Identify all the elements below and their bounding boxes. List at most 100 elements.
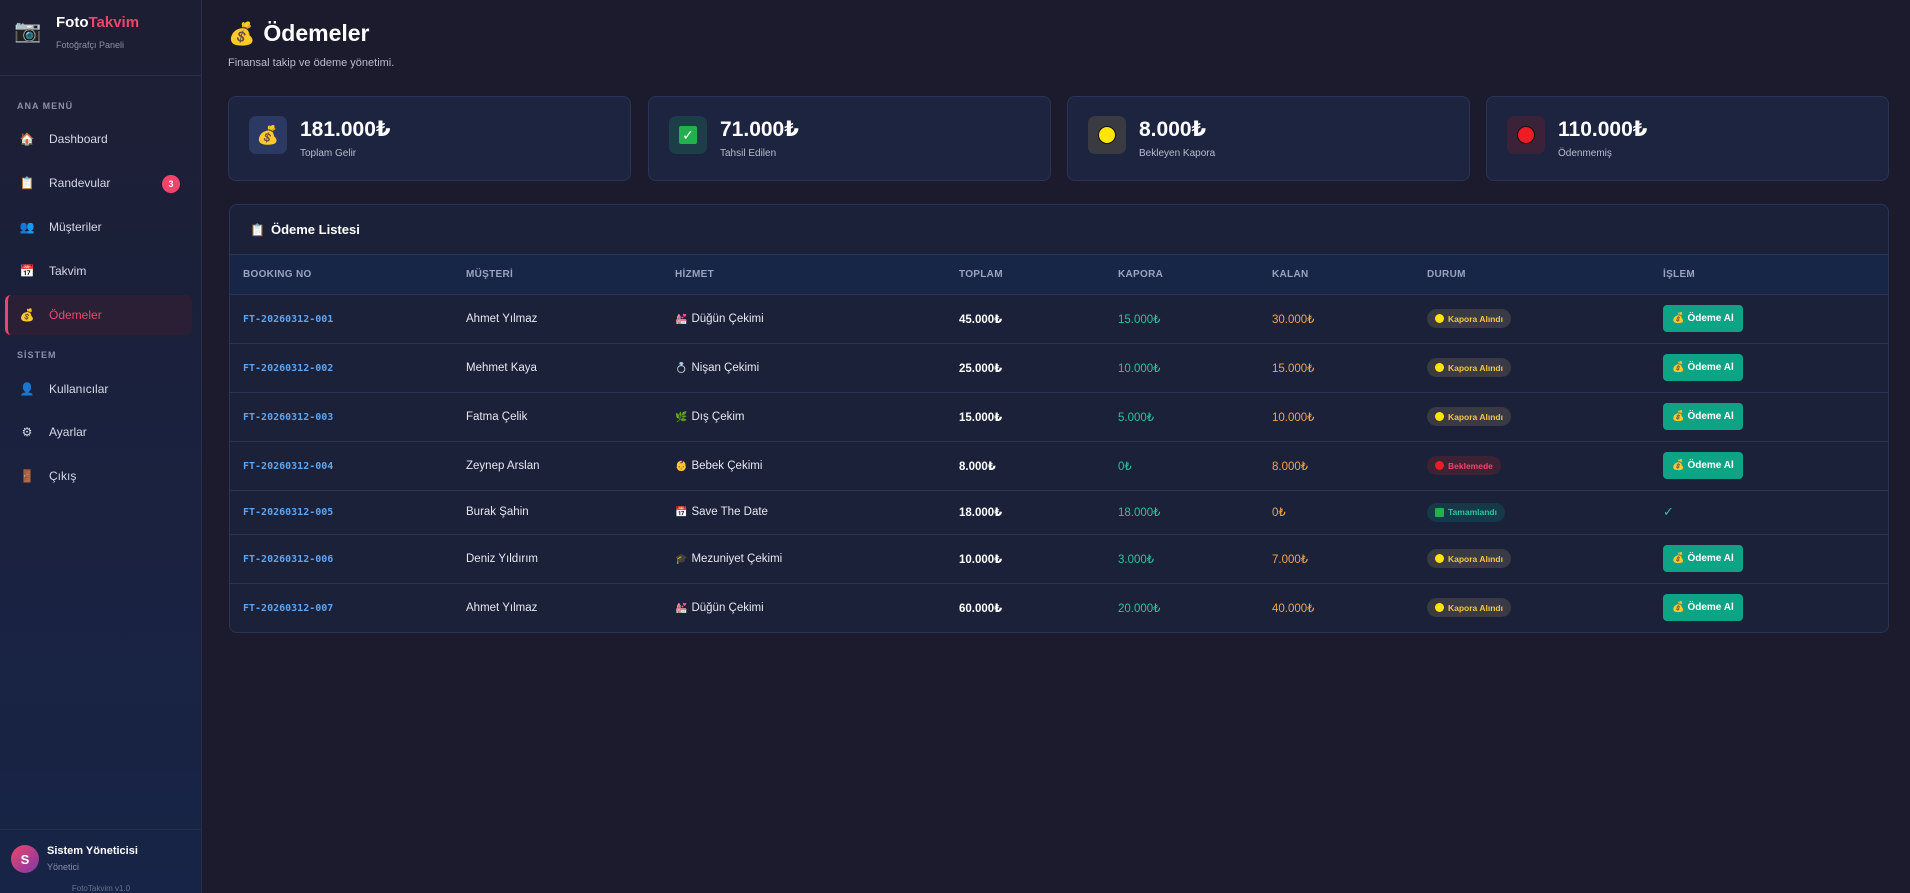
- sidebar-item-label: Müşteriler: [49, 220, 102, 234]
- booking-no[interactable]: FT-20260312-007: [230, 582, 466, 632]
- calendar-icon: 📅: [19, 264, 35, 278]
- column-header[interactable]: İŞLEM: [1663, 268, 1696, 280]
- stat-value: 110.000₺: [1558, 118, 1648, 141]
- customer-name: Mehmet Kaya: [466, 342, 675, 392]
- customer-name: Ahmet Yılmaz: [466, 582, 675, 632]
- sidebar-item-label: Randevular: [49, 176, 111, 190]
- column-header[interactable]: KALAN: [1272, 268, 1309, 280]
- stat-label: Toplam Gelir: [300, 148, 357, 159]
- table-header-row: BOOKING NO MÜŞTERİ HİZMET TOPLAM KAPORA …: [230, 255, 1888, 294]
- stat-value: 8.000₺: [1139, 118, 1207, 141]
- sidebar-item-label: Kullanıcılar: [49, 382, 109, 396]
- table-row[interactable]: FT-20260312-001 Ahmet Yılmaz 💒 Düğün Çekimi…: [230, 293, 1888, 343]
- check-box-icon: ✓: [669, 116, 707, 154]
- completed-check-icon: ✓: [1663, 504, 1674, 519]
- brand[interactable]: 📷 FotoTakvim Fotoğrafçı Paneli: [0, 0, 201, 76]
- service: 👶 Bebek Çekimi: [675, 440, 959, 490]
- service-icon: 💒: [675, 602, 688, 614]
- page-title: 💰 Ödemeler: [228, 20, 370, 46]
- clipboard-icon: 📋: [250, 222, 265, 237]
- service: 💍 Nişan Çekimi: [675, 342, 959, 392]
- money-bag-icon: 💰: [228, 20, 256, 46]
- booking-no[interactable]: FT-20260312-003: [230, 391, 466, 441]
- user-name: Sistem Yöneticisi: [47, 845, 138, 857]
- brand-name: FotoTakvim: [56, 14, 140, 31]
- customer-name: Fatma Çelik: [466, 391, 675, 441]
- service: 🌿 Dış Çekim: [675, 391, 959, 441]
- column-header[interactable]: DURUM: [1427, 268, 1466, 280]
- status-cell: Kapora Alındı: [1427, 342, 1663, 392]
- booking-no[interactable]: FT-20260312-005: [230, 489, 466, 534]
- service-icon: 🌿: [675, 411, 688, 423]
- red-circle-icon: [1507, 116, 1545, 154]
- status-badge: Kapora Alındı: [1427, 549, 1511, 568]
- table-row[interactable]: FT-20260312-004 Zeynep Arslan 👶 Bebek Çekim…: [230, 440, 1888, 490]
- sidebar-item-label: Çıkış: [49, 469, 77, 483]
- column-header[interactable]: MÜŞTERİ: [466, 268, 514, 280]
- status-badge: Kapora Alındı: [1427, 598, 1511, 618]
- column-header[interactable]: HİZMET: [675, 268, 715, 280]
- action-cell: 💰 Ödeme Al: [1663, 582, 1888, 632]
- remaining-amount: 7.000₺: [1272, 533, 1427, 583]
- money-bag-icon: 💰: [1672, 411, 1685, 422]
- action-cell: 💰 Ödeme Al: [1663, 440, 1888, 490]
- sidebar-item-dashboard[interactable]: 🏠 Dashboard: [5, 119, 192, 159]
- money-bag-icon: 💰: [19, 308, 35, 322]
- service: 🎓 Mezuniyet Çekimi: [675, 533, 959, 583]
- deposit-amount: 5.000₺: [1118, 391, 1272, 441]
- table-row[interactable]: FT-20260312-007 Ahmet Yılmaz 💒 Düğün Çekimi…: [230, 582, 1888, 632]
- total-amount: 60.000₺: [959, 582, 1118, 632]
- money-bag-icon: 💰: [1672, 460, 1685, 471]
- customer-name: Burak Şahin: [466, 489, 675, 534]
- money-bag-icon: 💰: [1672, 362, 1685, 373]
- action-cell: 💰 Ödeme Al: [1663, 342, 1888, 392]
- sidebar: 📷 FotoTakvim Fotoğrafçı Paneli ANA MENÜ …: [0, 0, 202, 893]
- deposit-amount: 20.000₺: [1118, 582, 1272, 632]
- sidebar-item-cikis[interactable]: 🚪 Çıkış: [5, 456, 192, 496]
- status-badge: Beklemede: [1427, 456, 1501, 475]
- status-cell: Beklemede: [1427, 440, 1663, 490]
- column-header[interactable]: KAPORA: [1118, 268, 1164, 280]
- deposit-amount: 18.000₺: [1118, 489, 1272, 534]
- service-icon: 👶: [675, 460, 688, 472]
- sidebar-item-musteriler[interactable]: 👥 Müşteriler: [5, 207, 192, 247]
- gear-icon: ⚙: [21, 425, 33, 439]
- receive-payment-button[interactable]: 💰 Ödeme Al: [1663, 403, 1743, 430]
- stat-label: Tahsil Edilen: [720, 148, 777, 159]
- column-header[interactable]: TOPLAM: [959, 268, 1003, 280]
- red-circle-icon: [1435, 461, 1444, 470]
- sidebar-item-takvim[interactable]: 📅 Takvim: [5, 251, 192, 291]
- remaining-amount: 30.000₺: [1272, 293, 1427, 343]
- remaining-amount: 0₺: [1272, 489, 1427, 534]
- money-bag-icon: 💰: [1672, 602, 1685, 614]
- receive-payment-button[interactable]: 💰 Ödeme Al: [1663, 452, 1743, 479]
- stat-value: 71.000₺: [720, 118, 799, 141]
- total-amount: 45.000₺: [959, 293, 1118, 343]
- booking-no[interactable]: FT-20260312-002: [230, 342, 466, 392]
- stat-card-unpaid: 110.000₺ Ödenmemiş: [1486, 96, 1889, 181]
- total-amount: 25.000₺: [959, 342, 1118, 392]
- receive-payment-button[interactable]: 💰 Ödeme Al: [1663, 305, 1743, 332]
- booking-no[interactable]: FT-20260312-004: [230, 440, 466, 490]
- table-row[interactable]: FT-20260312-002 Mehmet Kaya 💍 Nişan Çekimi 2…: [230, 342, 1888, 392]
- column-header[interactable]: BOOKING NO: [243, 268, 312, 280]
- booking-no[interactable]: FT-20260312-001: [230, 293, 466, 343]
- door-icon: 🚪: [19, 469, 35, 483]
- table-row[interactable]: FT-20260312-003 Fatma Çelik 🌿 Dış Çekim 15.0…: [230, 391, 1888, 441]
- receive-payment-button[interactable]: 💰 Ödeme Al: [1663, 354, 1743, 381]
- sidebar-item-ayarlar[interactable]: ⚙ Ayarlar: [5, 412, 192, 452]
- receive-payment-button[interactable]: 💰 Ödeme Al: [1663, 545, 1743, 572]
- yellow-circle-icon: [1435, 314, 1444, 323]
- sidebar-item-kullanicilar[interactable]: 👤 Kullanıcılar: [5, 369, 192, 409]
- table-row[interactable]: FT-20260312-005 Burak Şahin 📅 Save The Date…: [230, 489, 1888, 534]
- panel-title: 📋 Ödeme Listesi: [230, 205, 1888, 255]
- customer-name: Zeynep Arslan: [466, 440, 675, 490]
- table-row[interactable]: FT-20260312-006 Deniz Yıldırım 🎓 Mezuniyet …: [230, 533, 1888, 583]
- sidebar-item-odemeler[interactable]: 💰 Ödemeler: [5, 295, 192, 335]
- customer-name: Deniz Yıldırım: [466, 533, 675, 583]
- section-label-system: SİSTEM: [17, 350, 57, 360]
- sidebar-item-randevular[interactable]: 📋 Randevular 3: [5, 163, 192, 203]
- user-profile[interactable]: S Sistem Yöneticisi Yönetici FotoTakvim …: [0, 829, 202, 893]
- booking-no[interactable]: FT-20260312-006: [230, 533, 466, 583]
- receive-payment-button[interactable]: 💰 Ödeme Al: [1663, 594, 1743, 622]
